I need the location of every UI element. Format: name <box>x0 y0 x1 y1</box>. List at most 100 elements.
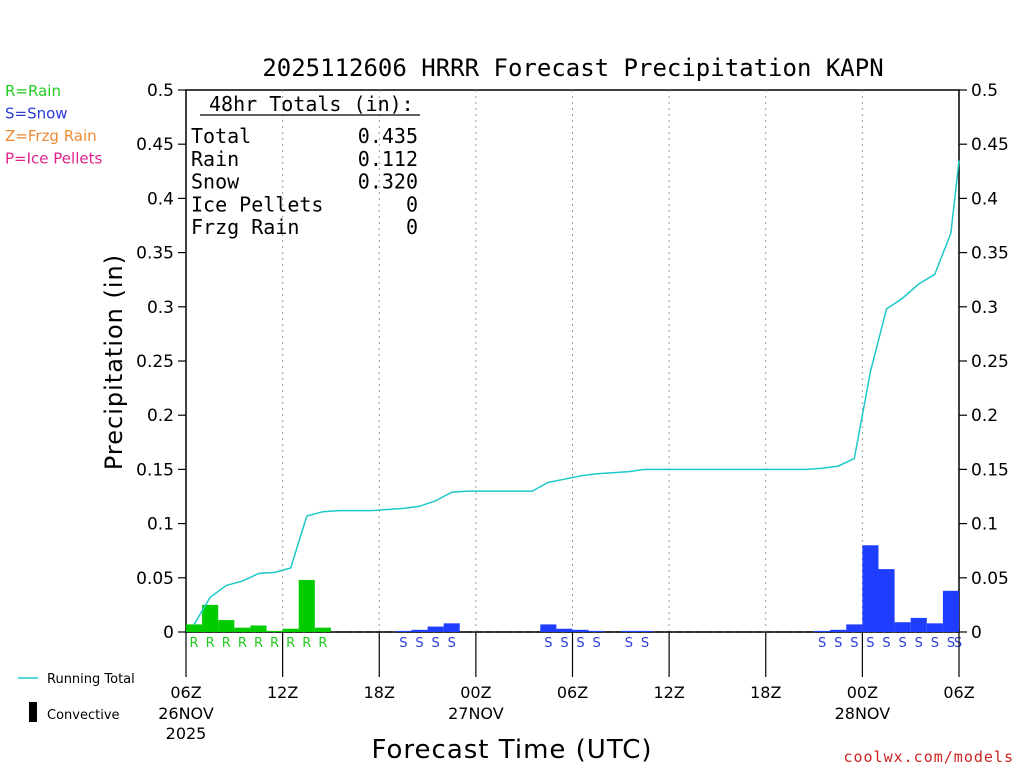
legend-type-1: S=Snow <box>5 105 68 123</box>
type-marker-9: S <box>399 636 407 651</box>
convective-legend-label: Convective <box>47 708 120 723</box>
bar-15 <box>572 629 589 632</box>
totals-value-4: 0 <box>406 215 418 239</box>
bar-11 <box>427 626 444 632</box>
type-marker-22: S <box>866 636 874 651</box>
type-marker-25: S <box>915 636 923 651</box>
bar-10 <box>411 629 428 632</box>
ytick-label-left-8: 0.4 <box>147 189 174 209</box>
type-marker-2: R <box>222 636 231 651</box>
vertical-gridlines <box>282 90 863 632</box>
bar-2 <box>218 620 235 632</box>
bar-0 <box>186 624 203 632</box>
bar-4 <box>250 625 267 632</box>
totals-label-3: Ice Pellets <box>191 192 323 216</box>
type-marker-0: R <box>190 636 199 651</box>
totals-label-2: Snow <box>191 170 240 194</box>
bar-18 <box>636 630 654 632</box>
totals-box: 48hr Totals (in): Total 0.435 Rain 0.112 Snow… <box>191 92 420 239</box>
xtick-label-7: 00Z <box>847 683 878 702</box>
type-marker-28: S <box>954 636 962 651</box>
hourly-bars <box>186 545 959 632</box>
totals-label-4: Frzg Rain <box>191 215 299 239</box>
bar-1 <box>202 604 219 632</box>
type-marker-8: R <box>318 636 327 651</box>
xtick-label-6: 18Z <box>750 683 781 702</box>
ytick-label-left-10: 0.5 <box>147 81 174 101</box>
ytick-label-right-9: 0.45 <box>971 135 1009 155</box>
totals-label-1: Rain <box>191 147 239 171</box>
type-marker-12: S <box>448 636 456 651</box>
xtick-label-8: 06Z <box>943 683 974 702</box>
bar-16 <box>588 630 605 632</box>
type-marker-20: S <box>834 636 842 651</box>
type-marker-19: S <box>818 636 826 651</box>
bar-20 <box>830 629 847 632</box>
bar-22 <box>862 545 879 632</box>
legend-type-0: R=Rain <box>5 82 61 100</box>
type-marker-23: S <box>882 636 890 651</box>
bar-8 <box>314 627 331 632</box>
type-marker-5: R <box>270 636 279 651</box>
type-marker-27: S <box>947 636 955 651</box>
legend-type-2: Z=Frzg Rain <box>5 127 97 145</box>
xtick-label-2: 18Z <box>364 683 395 702</box>
ytick-label-left-9: 0.45 <box>136 135 174 155</box>
type-marker-16: S <box>593 636 601 651</box>
totals-header: 48hr Totals (in): <box>209 92 414 116</box>
type-marker-17: S <box>625 636 633 651</box>
ytick-label-right-5: 0.25 <box>971 352 1009 372</box>
xtick-label-3: 00Z <box>460 683 491 702</box>
ytick-label-left-3: 0.15 <box>136 460 174 480</box>
ytick-label-right-6: 0.3 <box>971 298 998 318</box>
ytick-label-left-5: 0.25 <box>136 352 174 372</box>
y-ticks-right: 0 0.05 0.1 0.15 0.2 0.25 0.3 0.35 0.4 0.45 0.5 <box>959 81 1009 643</box>
type-marker-14: S <box>560 636 568 651</box>
xtick-date-7: 28NOV <box>835 704 891 723</box>
ytick-label-right-0: 0 <box>971 623 982 643</box>
xtick-year-0: 2025 <box>166 724 207 743</box>
bar-27 <box>942 590 959 632</box>
convective-legend-swatch <box>29 702 37 722</box>
type-marker-18: S <box>641 636 649 651</box>
ytick-label-right-8: 0.4 <box>971 189 998 209</box>
totals-value-3: 0 <box>406 192 418 216</box>
type-marker-3: R <box>238 636 247 651</box>
legend-type-3: P=Ice Pellets <box>5 150 102 168</box>
bar-25 <box>910 617 927 632</box>
ytick-label-left-2: 0.1 <box>147 515 174 535</box>
y-ticks-left: 0 0.05 0.1 0.15 0.2 0.25 0.3 0.35 0.4 0.45 0.5 <box>136 81 186 643</box>
ytick-label-right-3: 0.15 <box>971 460 1009 480</box>
watermark: coolwx.com/models <box>843 748 1014 766</box>
chart-title: 2025112606 HRRR Forecast Precipitation K… <box>262 54 883 82</box>
type-marker-7: R <box>302 636 311 651</box>
xtick-label-0: 06Z <box>170 683 201 702</box>
ytick-label-left-7: 0.35 <box>136 244 174 264</box>
type-marker-10: S <box>415 636 423 651</box>
bar-3 <box>234 627 251 632</box>
xtick-date-0: 26NOV <box>158 704 214 723</box>
running-total-legend-label: Running Total <box>47 672 135 687</box>
precip-type-legend: R=Rain S=Snow Z=Frzg Rain P=Ice Pellets <box>5 82 102 168</box>
xtick-label-4: 06Z <box>557 683 588 702</box>
type-marker-26: S <box>931 636 939 651</box>
ytick-label-right-4: 0.2 <box>971 406 998 426</box>
type-marker-21: S <box>850 636 858 651</box>
y-axis-label: Precipitation (in) <box>100 254 128 470</box>
type-marker-6: R <box>286 636 295 651</box>
type-marker-24: S <box>899 636 907 651</box>
ytick-label-left-4: 0.2 <box>147 406 174 426</box>
bar-24 <box>894 622 911 632</box>
type-marker-15: S <box>576 636 584 651</box>
xtick-date-3: 27NOV <box>448 704 504 723</box>
xtick-label-1: 12Z <box>267 683 298 702</box>
totals-value-2: 0.320 <box>358 170 418 194</box>
type-marker-11: S <box>431 636 439 651</box>
bar-13 <box>540 624 557 632</box>
bar-6 <box>282 628 299 632</box>
type-marker-4: R <box>254 636 263 651</box>
bar-19 <box>814 630 831 632</box>
x-axis-label: Forecast Time (UTC) <box>371 735 652 765</box>
